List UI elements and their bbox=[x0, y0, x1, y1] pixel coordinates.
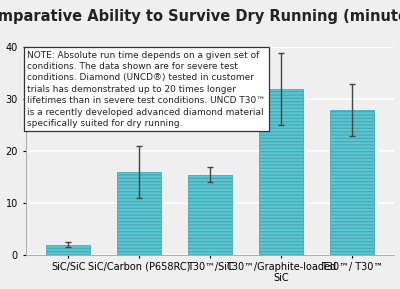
Bar bbox=[259, 89, 303, 255]
Bar bbox=[330, 110, 374, 255]
Bar bbox=[117, 172, 161, 255]
Bar bbox=[188, 175, 232, 255]
Text: NOTE: Absolute run time depends on a given set of
conditions. The data shown are: NOTE: Absolute run time depends on a giv… bbox=[28, 51, 266, 128]
Text: Comparative Ability to Survive Dry Running (minutes): Comparative Ability to Survive Dry Runni… bbox=[0, 9, 400, 24]
Bar bbox=[46, 244, 90, 255]
